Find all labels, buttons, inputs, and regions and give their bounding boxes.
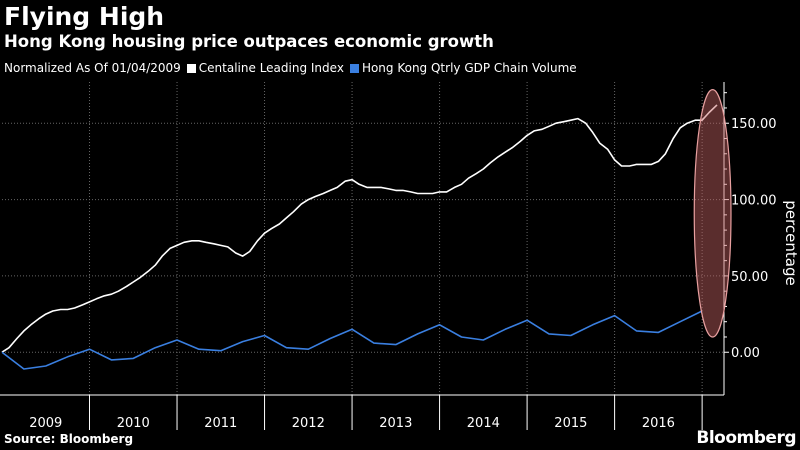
legend-label-gdp: Hong Kong Qtrly GDP Chain Volume [361, 61, 577, 75]
y-tick-label: 0.00 [731, 346, 760, 361]
source-note: Source: Bloomberg [4, 432, 134, 446]
x-tick-label: 2012 [292, 416, 325, 431]
y-tick-label: 100.00 [731, 194, 777, 209]
y-tick-label: 150.00 [731, 117, 777, 132]
x-tick-label: 2014 [467, 416, 500, 431]
legend-swatch-centaline [186, 63, 196, 73]
x-tick-label: 2013 [379, 416, 412, 431]
legend-item-centaline: Centaline Leading Index [186, 61, 344, 75]
legend-normalization-note: Normalized As Of 01/04/2009 [4, 61, 181, 75]
chart-subtitle: Hong Kong housing price outpaces economi… [4, 32, 494, 51]
series-line-gdp [1, 310, 703, 370]
y-tick-label: 50.00 [731, 270, 768, 285]
grid-lines [2, 82, 724, 395]
x-tick-label: 2011 [204, 416, 237, 431]
chart-title: Flying High [4, 2, 165, 31]
x-tick-label: 2015 [554, 416, 587, 431]
y-axis: 0.00 50.00 100.00 150.00 [723, 82, 777, 395]
x-tick-label: 2016 [642, 416, 675, 431]
x-tick-label: 2010 [117, 416, 150, 431]
legend-item-gdp: Hong Kong Qtrly GDP Chain Volume [349, 61, 577, 75]
legend: Normalized As Of 01/04/2009 Centaline Le… [4, 61, 583, 75]
bloomberg-logo: Bloomberg [696, 428, 796, 448]
series-lines [1, 104, 718, 370]
series-line-centaline [1, 104, 718, 353]
highlight-ellipse [693, 89, 732, 338]
highlight-overlay [693, 89, 732, 338]
legend-label-centaline: Centaline Leading Index [198, 61, 344, 75]
x-axis: 2009 2010 2011 2012 2013 2014 2015 2016 [0, 394, 724, 431]
legend-swatch-gdp [349, 63, 359, 73]
y-axis-label: percentage [782, 200, 800, 285]
x-tick-label: 2009 [29, 416, 62, 431]
